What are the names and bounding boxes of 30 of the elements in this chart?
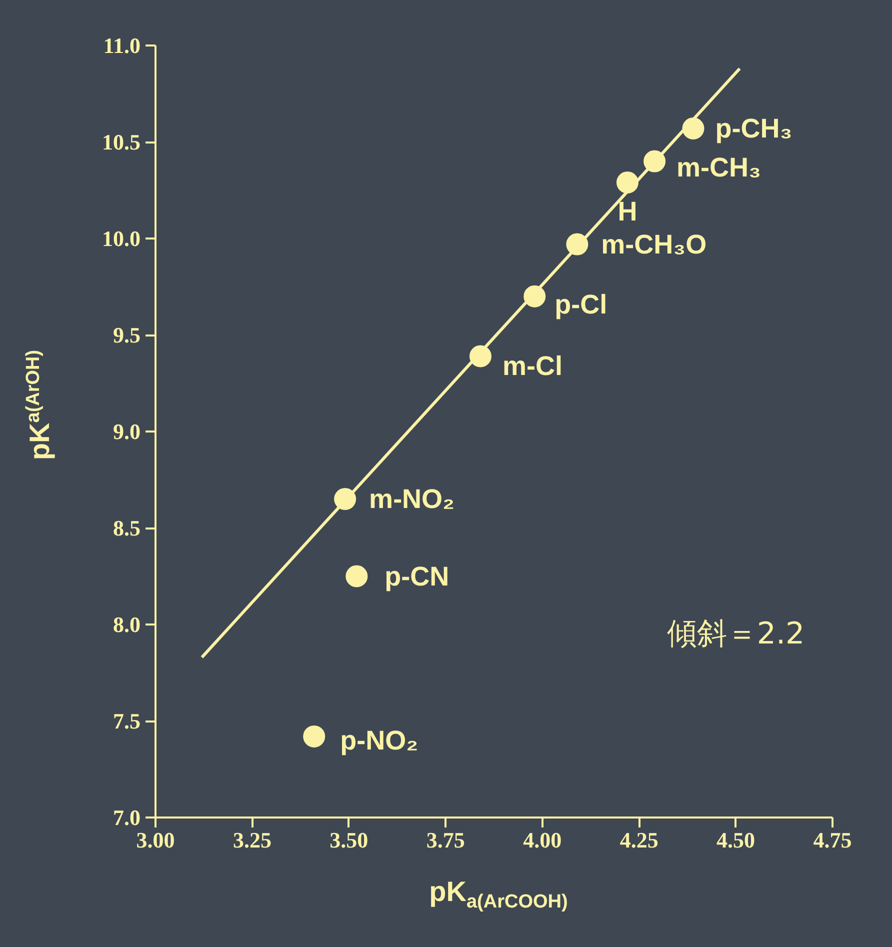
y-tick-label: 10.0: [102, 226, 140, 251]
y-tick-label: 9.5: [113, 322, 140, 348]
x-tick-label: 3.00: [136, 828, 175, 852]
annotation: p-CH₃: [715, 113, 792, 144]
annotation: m-CH₃O: [601, 229, 707, 260]
annotation: m-Cl: [502, 351, 562, 382]
x-axis-title: pK$_{a(ArCOOH)}$: [428, 875, 569, 915]
x-tick-label: 3.75: [426, 828, 465, 852]
annotation: m-NO₂: [369, 484, 455, 514]
annotation: H: [618, 196, 638, 227]
annotation: p-Cl: [554, 289, 608, 320]
annotation: p-NO₂: [340, 725, 418, 756]
y-tick-label: 11.0: [103, 33, 141, 58]
x-tick-label: 3.50: [330, 828, 368, 852]
y-tick-label: 8.5: [113, 516, 140, 540]
y-tick-label: 9.0: [113, 419, 140, 444]
x-tick-label: 4.75: [813, 828, 852, 852]
x-tick-label: 3.25: [232, 828, 272, 852]
point: [303, 725, 326, 748]
y-tick-label: 7.0: [113, 805, 140, 830]
y-tick-label: 10.5: [102, 130, 140, 154]
annotation: p-CN: [384, 561, 450, 592]
y-tick-label: 7.5: [113, 708, 140, 734]
x-tick-label: 4.50: [716, 828, 756, 852]
annotation: m-CH₃: [676, 152, 762, 182]
annotation: 傾斜＝2.2: [666, 616, 805, 652]
y-tick-label: 8.0: [113, 612, 140, 637]
x-tick-label: 4.25: [620, 828, 658, 852]
x-tick-label: 4.00: [523, 828, 562, 852]
point: [346, 565, 368, 588]
